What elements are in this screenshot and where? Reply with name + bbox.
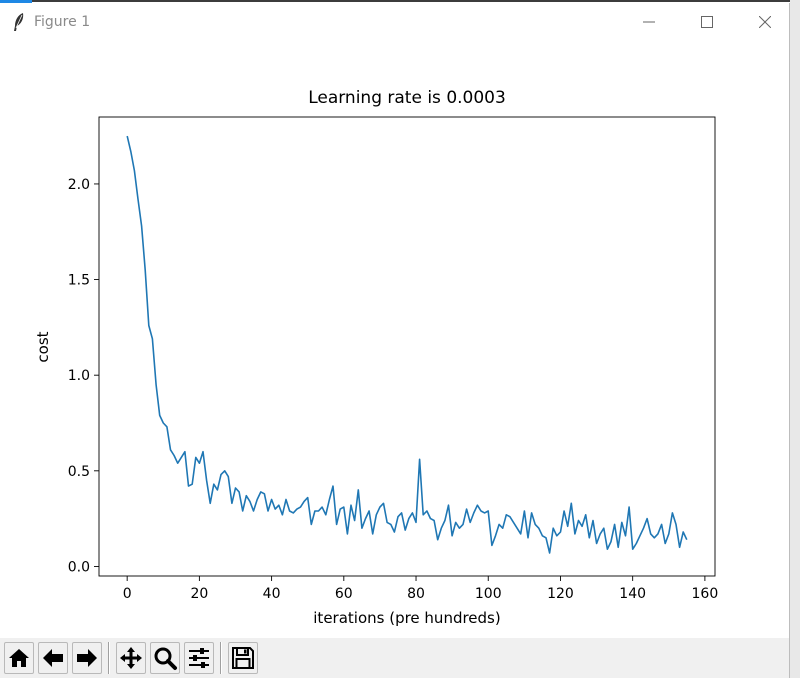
y-tick-label: 0.0: [68, 559, 90, 575]
x-tick-label: 100: [475, 586, 502, 602]
window-title: Figure 1: [34, 14, 91, 30]
minimize-button[interactable]: [620, 3, 678, 41]
series-line: [126, 135, 688, 554]
x-tick-label: 20: [190, 586, 208, 602]
navigation-toolbar: [0, 638, 789, 678]
chart-title: Learning rate is 0.0003: [308, 88, 506, 108]
title-bar[interactable]: Figure 1: [0, 3, 789, 41]
figure-window: Figure 1 Learning rate is 0.0003 0 20 40 60…: [0, 3, 790, 678]
save-button[interactable]: [228, 642, 258, 674]
background-window: [790, 0, 800, 678]
floppy-disk-icon: [232, 647, 254, 669]
toolbar-separator: [220, 642, 222, 674]
x-tick-label: 80: [407, 586, 425, 602]
x-tick-label: 160: [692, 586, 719, 602]
home-icon: [9, 649, 29, 667]
background-accent: [0, 0, 32, 3]
sliders-icon: [189, 648, 209, 668]
arrow-left-icon: [43, 649, 63, 667]
forward-button[interactable]: [72, 642, 102, 674]
magnifier-icon: [154, 647, 177, 670]
home-button[interactable]: [4, 642, 34, 674]
y-tick-label: 1.0: [68, 368, 90, 384]
back-button[interactable]: [38, 642, 68, 674]
background-desktop-edge: [0, 0, 800, 2]
x-tick-label: 40: [263, 586, 281, 602]
y-tick-label: 1.5: [68, 273, 90, 289]
feather-icon: [14, 13, 24, 31]
x-tick-label: 0: [123, 586, 132, 602]
toolbar-separator: [108, 642, 110, 674]
y-tick-label: 0.5: [68, 464, 90, 480]
minimize-icon: [643, 21, 655, 23]
maximize-button[interactable]: [678, 3, 736, 41]
maximize-icon: [701, 16, 713, 28]
line-chart[interactable]: Learning rate is 0.0003 0 20 40 60 80 100 120 1…: [0, 41, 789, 638]
x-axis-label: iterations (pre hundreds): [313, 609, 500, 627]
pan-button[interactable]: [116, 642, 146, 674]
x-tick-label: 120: [547, 586, 574, 602]
y-tick-label: 2.0: [68, 177, 90, 193]
plot-frame: [98, 116, 716, 577]
move-icon: [120, 647, 142, 669]
close-button[interactable]: [736, 3, 794, 41]
x-tick-label: 60: [335, 586, 353, 602]
arrow-right-icon: [77, 649, 97, 667]
close-icon: [759, 16, 771, 28]
figure-canvas[interactable]: Learning rate is 0.0003 0 20 40 60 80 100 120 1…: [0, 41, 789, 638]
zoom-button[interactable]: [150, 642, 180, 674]
y-axis-label: cost: [34, 331, 52, 362]
x-tick-label: 140: [619, 586, 646, 602]
configure-subplots-button[interactable]: [184, 642, 214, 674]
